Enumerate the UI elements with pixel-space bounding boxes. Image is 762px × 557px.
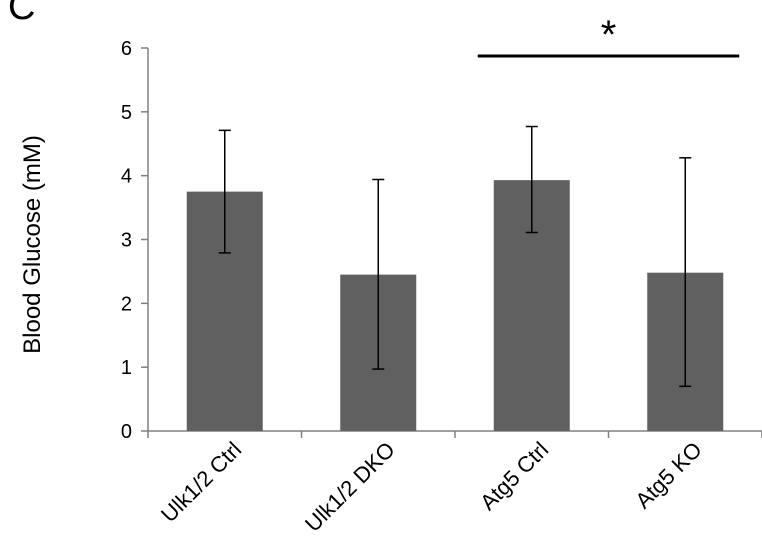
y-tick-label: 5 <box>121 102 132 124</box>
y-axis-label: Blood Glucose (mM) <box>19 135 46 354</box>
y-tick-label: 3 <box>121 230 132 252</box>
category-label: Atg5 KO <box>630 437 706 513</box>
y-tick-label: 0 <box>121 421 132 443</box>
y-tick-label: 1 <box>121 357 132 379</box>
category-labels: Ulk1/2 Ctrl Ulk1/2 DKO Atg5 Ctrl Atg5 KO <box>156 437 707 537</box>
y-tick-label: 4 <box>121 166 132 188</box>
category-label: Ulk1/2 Ctrl <box>156 437 246 527</box>
y-tick-label: 2 <box>121 293 132 315</box>
significance-star: * <box>601 13 617 57</box>
panel-label: C <box>8 0 36 28</box>
significance-annotation: * <box>477 13 740 58</box>
error-bars <box>218 125 692 388</box>
category-label: Ulk1/2 DKO <box>300 437 400 537</box>
y-axis: 0 1 2 3 4 5 6 <box>121 38 149 443</box>
y-tick-label: 6 <box>121 38 132 60</box>
bars <box>186 180 724 431</box>
category-label: Atg5 Ctrl <box>475 437 553 515</box>
x-axis <box>147 430 762 438</box>
